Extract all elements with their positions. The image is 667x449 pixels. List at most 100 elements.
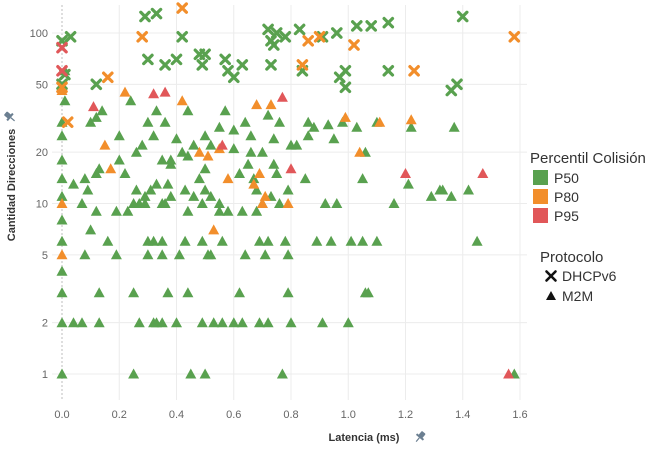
point-m2m-p50[interactable] <box>437 184 449 195</box>
point-m2m-p50[interactable] <box>122 205 134 216</box>
point-m2m-p50[interactable] <box>93 287 105 298</box>
point-m2m-p50[interactable] <box>90 205 102 216</box>
point-dhcpv6-p50[interactable] <box>333 71 346 84</box>
point-m2m-p50[interactable] <box>142 116 154 127</box>
point-m2m-p50[interactable] <box>325 235 337 246</box>
point-m2m-p50[interactable] <box>119 168 131 178</box>
point-m2m-p50[interactable] <box>199 163 211 174</box>
point-m2m-p80[interactable] <box>339 111 351 122</box>
point-m2m-p50[interactable] <box>245 130 257 141</box>
point-m2m-p95[interactable] <box>88 101 99 112</box>
point-m2m-p50[interactable] <box>262 235 274 246</box>
point-m2m-p50[interactable] <box>242 158 254 169</box>
point-m2m-p50[interactable] <box>208 317 220 328</box>
point-m2m-p50[interactable] <box>93 317 105 328</box>
point-m2m-p50[interactable] <box>405 121 417 132</box>
point-m2m-p50[interactable] <box>193 173 205 184</box>
point-m2m-p50[interactable] <box>179 235 191 246</box>
point-m2m-p50[interactable] <box>213 198 225 208</box>
point-m2m-p50[interactable] <box>76 317 88 328</box>
point-m2m-p50[interactable] <box>125 95 137 106</box>
point-dhcpv6-p80[interactable] <box>296 59 309 71</box>
point-m2m-p95[interactable] <box>400 168 411 178</box>
x-axis-pin-icon[interactable] <box>413 430 428 445</box>
point-dhcpv6-p80[interactable] <box>176 2 188 14</box>
point-dhcpv6-p80[interactable] <box>313 30 326 43</box>
point-m2m-p50[interactable] <box>228 143 240 154</box>
point-m2m-p50[interactable] <box>79 249 91 260</box>
point-m2m-p95[interactable] <box>285 163 297 174</box>
point-m2m-p95[interactable] <box>503 368 514 379</box>
point-m2m-p50[interactable] <box>159 198 171 208</box>
point-m2m-p50[interactable] <box>68 317 79 328</box>
point-m2m-p50[interactable] <box>196 235 208 246</box>
point-m2m-p50[interactable] <box>93 163 105 174</box>
point-m2m-p50[interactable] <box>216 235 228 246</box>
point-m2m-p50[interactable] <box>345 235 357 246</box>
point-m2m-p50[interactable] <box>251 205 263 216</box>
point-m2m-p50[interactable] <box>342 317 354 328</box>
point-m2m-p50[interactable] <box>357 173 369 184</box>
point-dhcpv6-p95[interactable] <box>56 41 68 54</box>
point-m2m-p50[interactable] <box>282 287 294 298</box>
point-m2m-p50[interactable] <box>56 235 68 246</box>
point-m2m-p50[interactable] <box>219 105 231 116</box>
point-dhcpv6-p50[interactable] <box>150 7 163 20</box>
point-m2m-p50[interactable] <box>176 146 188 157</box>
point-m2m-p50[interactable] <box>56 368 68 379</box>
point-dhcpv6-p80[interactable] <box>508 30 521 43</box>
point-m2m-p50[interactable] <box>156 154 168 165</box>
point-m2m-p50[interactable] <box>162 178 174 189</box>
point-m2m-p50[interactable] <box>268 133 280 144</box>
point-m2m-p80[interactable] <box>248 178 260 189</box>
point-m2m-p50[interactable] <box>113 154 125 165</box>
point-m2m-p50[interactable] <box>282 249 294 260</box>
point-m2m-p50[interactable] <box>236 317 248 328</box>
point-m2m-p50[interactable] <box>371 235 383 246</box>
point-m2m-p50[interactable] <box>254 235 265 246</box>
point-m2m-p50[interactable] <box>362 287 374 298</box>
point-m2m-p50[interactable] <box>268 158 280 169</box>
point-dhcpv6-p80[interactable] <box>61 116 74 128</box>
point-dhcpv6-p50[interactable] <box>170 53 183 66</box>
point-m2m-p50[interactable] <box>139 190 151 201</box>
point-m2m-p80[interactable] <box>202 150 214 161</box>
point-m2m-p50[interactable] <box>76 198 88 208</box>
point-m2m-p50[interactable] <box>388 198 400 208</box>
point-dhcpv6-p80[interactable] <box>302 34 315 47</box>
point-m2m-p50[interactable] <box>205 190 217 201</box>
point-m2m-p50[interactable] <box>148 235 160 246</box>
point-m2m-p50[interactable] <box>156 235 168 246</box>
point-m2m-p50[interactable] <box>173 249 185 260</box>
point-m2m-p50[interactable] <box>311 235 323 246</box>
point-dhcpv6-p50[interactable] <box>316 30 329 43</box>
point-m2m-p80[interactable] <box>56 198 68 208</box>
point-m2m-p50[interactable] <box>205 139 217 150</box>
point-m2m-p50[interactable] <box>90 111 102 122</box>
point-m2m-p50[interactable] <box>402 178 414 189</box>
point-m2m-p50[interactable] <box>56 317 68 328</box>
point-m2m-p50[interactable] <box>148 130 160 141</box>
point-m2m-p50[interactable] <box>128 368 140 379</box>
point-m2m-p80[interactable] <box>56 249 68 260</box>
point-m2m-p50[interactable] <box>156 317 168 328</box>
point-m2m-p50[interactable] <box>274 198 285 208</box>
point-m2m-p50[interactable] <box>285 317 297 328</box>
point-m2m-p50[interactable] <box>471 235 483 246</box>
point-m2m-p95[interactable] <box>276 91 288 102</box>
point-m2m-p80[interactable] <box>119 86 131 97</box>
point-m2m-p50[interactable] <box>445 190 457 201</box>
point-m2m-p80[interactable] <box>256 198 268 208</box>
point-m2m-p80[interactable] <box>193 146 205 157</box>
point-m2m-p80[interactable] <box>405 114 417 125</box>
point-m2m-p50[interactable] <box>185 368 197 379</box>
point-m2m-p50[interactable] <box>82 184 94 195</box>
point-m2m-p50[interactable] <box>357 235 369 246</box>
point-m2m-p50[interactable] <box>248 173 260 184</box>
point-m2m-p80[interactable] <box>354 146 366 157</box>
point-m2m-p50[interactable] <box>196 317 208 328</box>
point-m2m-p50[interactable] <box>302 116 314 127</box>
point-m2m-p80[interactable] <box>105 163 117 174</box>
point-dhcpv6-p50[interactable] <box>445 84 458 97</box>
point-m2m-p50[interactable] <box>56 190 68 201</box>
